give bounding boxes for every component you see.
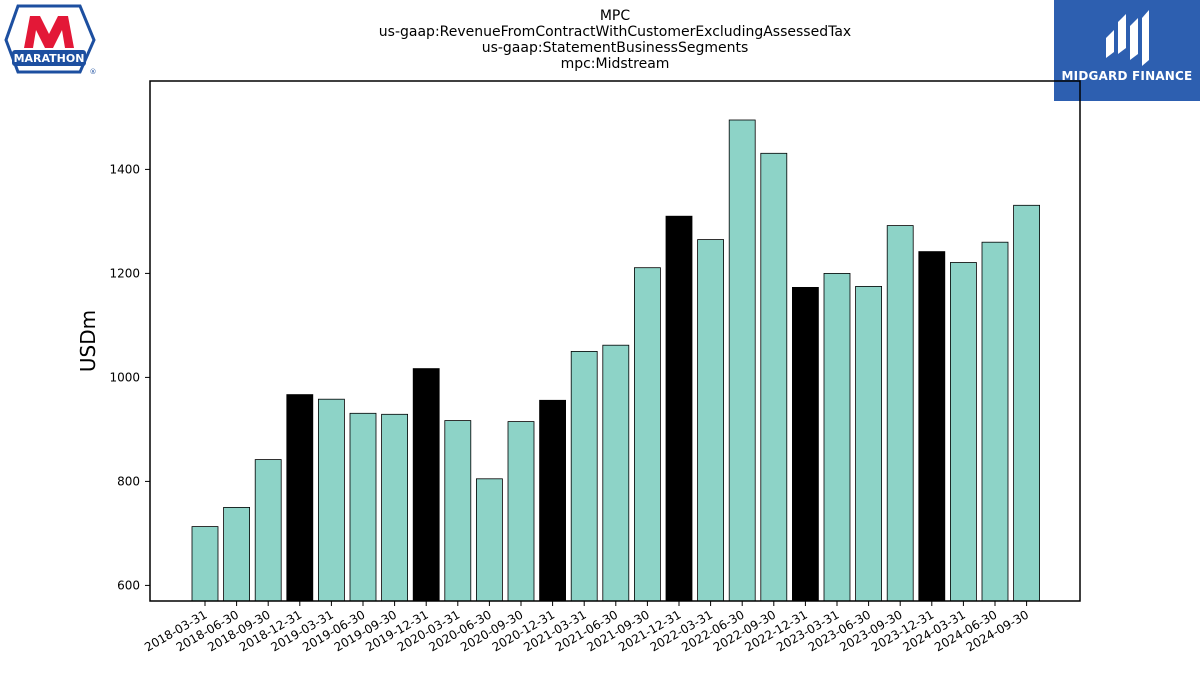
bar xyxy=(191,526,219,602)
bar xyxy=(950,262,977,602)
bar xyxy=(317,398,345,602)
bar xyxy=(475,478,503,602)
chart-title-line: us-gaap:RevenueFromContractWithCustomerE… xyxy=(379,24,851,40)
bar xyxy=(634,267,661,602)
bar xyxy=(602,344,630,602)
bar xyxy=(855,285,882,602)
y-axis: 600 800 1000 1200 1400 xyxy=(109,162,150,592)
bar xyxy=(223,506,251,602)
bar xyxy=(444,420,472,602)
bar xyxy=(886,225,914,602)
chart-title-line: mpc:Midstream xyxy=(561,56,670,72)
bar xyxy=(697,239,724,602)
bar xyxy=(728,119,756,602)
marathon-logo: MARATHON ® xyxy=(4,4,98,76)
plot-frame xyxy=(149,80,1081,602)
bar xyxy=(918,251,946,602)
midgard-finance-text: MIDGARD FINANCE xyxy=(1061,69,1193,83)
y-tick-label: 1200 xyxy=(109,266,140,280)
y-tick-label: 1400 xyxy=(109,162,140,176)
bar xyxy=(349,412,377,602)
y-tick-label: 600 xyxy=(117,578,140,592)
y-axis-label: USDm xyxy=(76,310,100,372)
bar-series xyxy=(191,119,1040,602)
bar xyxy=(254,459,282,602)
bar xyxy=(1013,204,1040,602)
bar xyxy=(981,241,1009,602)
bar xyxy=(381,413,409,602)
chart-title-line: us-gaap:StatementBusinessSegments xyxy=(482,40,749,56)
y-tick-label: 800 xyxy=(117,474,140,488)
marathon-logo-text: MARATHON xyxy=(14,52,85,65)
bar xyxy=(412,368,440,602)
bar xyxy=(286,394,314,602)
midgard-finance-logo: MIDGARD FINANCE xyxy=(1054,0,1200,101)
bar xyxy=(792,286,819,602)
registered-mark: ® xyxy=(90,68,97,76)
y-tick-label: 1000 xyxy=(109,370,140,384)
chart-title-line: MPC xyxy=(600,8,631,24)
bar xyxy=(507,421,535,602)
chart-title: MPCus-gaap:RevenueFromContractWithCustom… xyxy=(379,8,851,72)
x-axis: 2018-03-312018-06-302018-09-302018-12-31… xyxy=(142,601,1031,654)
bar xyxy=(760,152,788,602)
bar xyxy=(539,399,566,602)
bar xyxy=(823,272,851,602)
bar xyxy=(570,350,598,602)
bar xyxy=(665,215,693,602)
